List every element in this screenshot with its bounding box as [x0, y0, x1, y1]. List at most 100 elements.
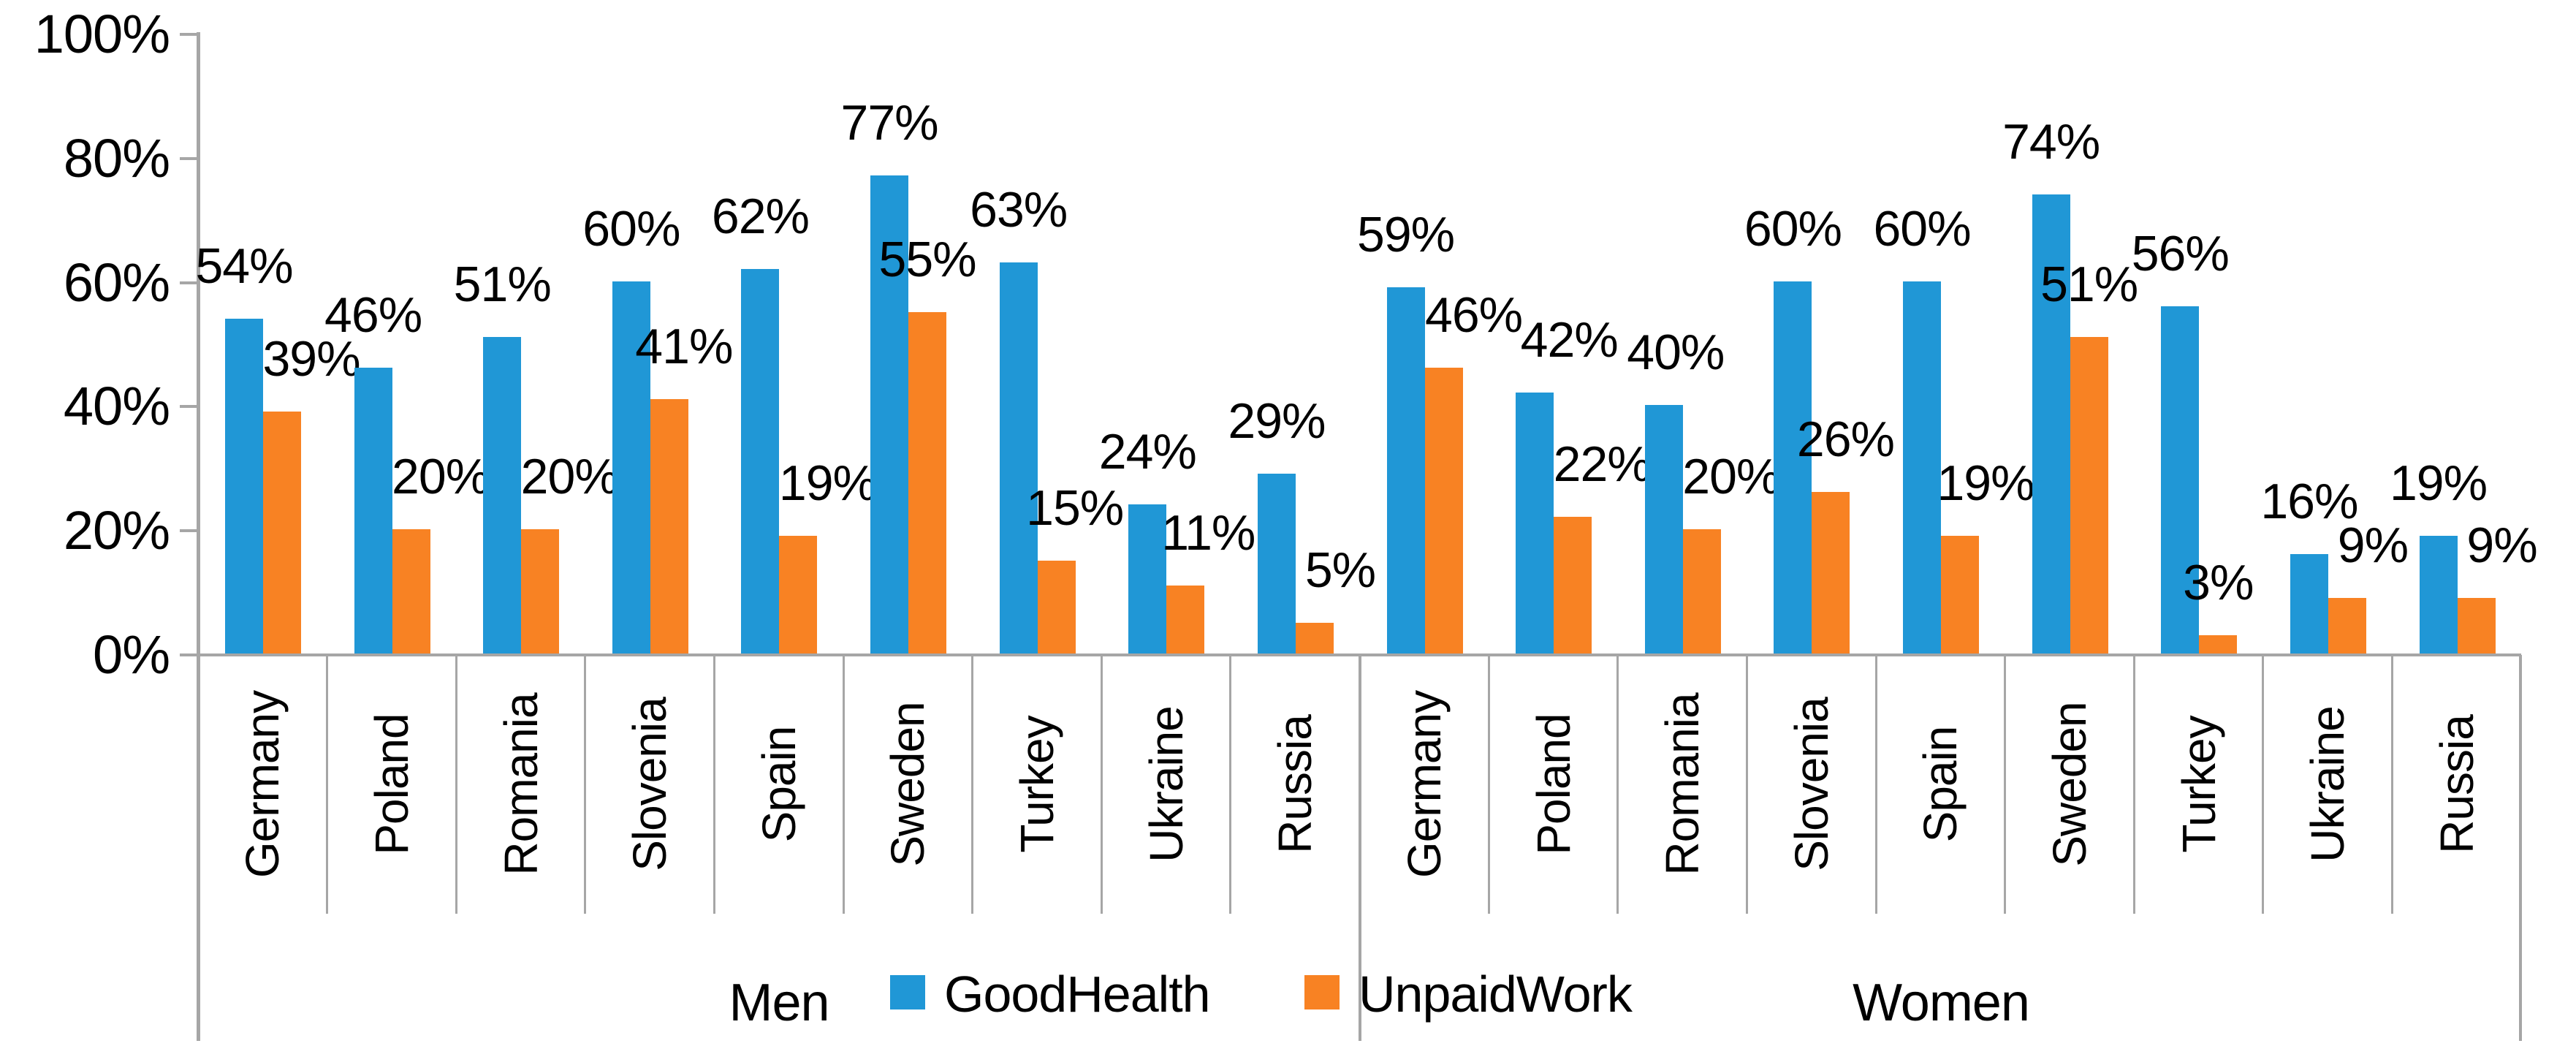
category-label-men-romania: Romania [494, 693, 547, 876]
data-label-goodhealth-women-romania: 40% [1627, 325, 1725, 381]
category-separator-line [971, 655, 974, 914]
y-axis-tick-label: 60% [63, 251, 170, 313]
data-label-unpaidwork-men-slovenia: 41% [635, 318, 733, 374]
data-label-unpaidwork-men-russia: 5% [1304, 542, 1376, 598]
legend-swatch-goodhealth-icon [890, 975, 925, 1009]
bar-goodhealth-men-germany [225, 318, 263, 653]
y-axis-tick-label: 100% [34, 4, 170, 64]
y-axis-tick [180, 529, 199, 533]
category-separator-line [584, 655, 587, 914]
category-label-women-sweden: Sweden [2043, 702, 2096, 867]
category-separator-line [842, 655, 845, 914]
category-separator-line [2004, 655, 2007, 914]
category-label-men-germany: Germany [236, 690, 289, 879]
bar-goodhealth-men-poland [354, 368, 392, 653]
y-axis-tick-label: 0% [93, 624, 170, 685]
data-label-unpaidwork-men-poland: 20% [392, 449, 490, 505]
category-label-women-romania: Romania [1656, 693, 1709, 876]
bar-goodhealth-men-russia [1257, 473, 1296, 653]
data-label-goodhealth-women-germany: 59% [1357, 207, 1455, 263]
bar-goodhealth-women-spain [1903, 281, 1942, 653]
y-axis-tick [180, 281, 199, 284]
data-label-goodhealth-women-turkey: 56% [2131, 225, 2230, 281]
bar-goodhealth-women-russia [2419, 535, 2458, 653]
bar-unpaidwork-men-sweden [908, 312, 947, 653]
y-axis-tick-label: 40% [63, 376, 170, 437]
bar-goodhealth-women-sweden [2032, 194, 2070, 653]
data-label-unpaidwork-women-slovenia: 26% [1796, 412, 1895, 468]
legend-label-unpaidwork: UnpaidWork [1359, 966, 1633, 1023]
bar-unpaidwork-women-romania [1682, 529, 1721, 653]
bar-unpaidwork-men-poland [392, 529, 430, 653]
category-separator-line [713, 655, 715, 914]
category-label-men-turkey: Turkey [1011, 716, 1064, 853]
bar-goodhealth-men-slovenia [612, 281, 650, 653]
bar-unpaidwork-men-slovenia [650, 398, 688, 653]
bar-goodhealth-women-turkey [2161, 306, 2200, 653]
category-label-women-turkey: Turkey [2172, 716, 2225, 853]
category-label-men-spain: Spain [752, 726, 805, 843]
category-separator-line [1100, 655, 1103, 914]
bar-unpaidwork-men-ukraine [1166, 585, 1205, 653]
category-separator-line [455, 655, 457, 914]
bar-unpaidwork-women-sweden [2070, 337, 2108, 653]
bar-goodhealth-men-ukraine [1128, 504, 1167, 653]
category-separator-line [2391, 655, 2394, 914]
y-axis-line [197, 32, 200, 1041]
data-label-unpaidwork-women-spain: 19% [1937, 455, 2034, 511]
data-label-goodhealth-women-slovenia: 60% [1744, 200, 1842, 257]
bar-unpaidwork-men-turkey [1037, 560, 1076, 653]
data-label-unpaidwork-women-sweden: 51% [2040, 257, 2138, 312]
bar-unpaidwork-women-poland [1554, 517, 1592, 653]
bar-unpaidwork-women-germany [1424, 368, 1463, 653]
bar-unpaidwork-women-slovenia [1812, 492, 1850, 653]
bar-goodhealth-women-germany [1386, 287, 1425, 653]
bar-goodhealth-men-sweden [870, 175, 909, 653]
data-label-goodhealth-women-spain: 60% [1873, 200, 1971, 257]
category-separator-line [2262, 655, 2265, 914]
bar-goodhealth-women-romania [1644, 405, 1683, 653]
data-label-goodhealth-men-turkey: 63% [970, 182, 1068, 238]
category-separator-line [2132, 655, 2135, 914]
data-label-goodhealth-men-ukraine: 24% [1098, 424, 1197, 480]
data-label-unpaidwork-women-poland: 22% [1553, 436, 1652, 493]
y-axis-tick [180, 33, 199, 36]
group-label-men: Men [729, 974, 829, 1032]
data-label-unpaidwork-women-romania: 20% [1682, 449, 1780, 505]
bar-unpaidwork-women-turkey [2199, 634, 2238, 653]
group-label-women: Women [1853, 974, 2030, 1032]
category-separator-line [1874, 655, 1877, 914]
legend-label-goodhealth: GoodHealth [944, 966, 1211, 1023]
category-separator-line [1229, 655, 1232, 914]
data-label-goodhealth-men-slovenia: 60% [582, 200, 680, 257]
data-label-goodhealth-men-poland: 46% [324, 287, 422, 344]
data-label-goodhealth-men-russia: 29% [1228, 393, 1326, 449]
y-axis-tick [180, 156, 199, 160]
bar-unpaidwork-women-ukraine [2328, 597, 2366, 653]
data-label-goodhealth-men-germany: 54% [195, 238, 293, 294]
data-label-goodhealth-men-romania: 51% [453, 257, 552, 312]
category-label-women-germany: Germany [1397, 690, 1451, 879]
data-label-unpaidwork-men-ukraine: 11% [1161, 504, 1255, 561]
data-label-unpaidwork-men-sweden: 55% [878, 232, 977, 288]
category-separator-line [326, 655, 329, 914]
category-label-women-russia: Russia [2430, 715, 2483, 854]
x-axis-line [180, 653, 2522, 656]
bar-goodhealth-men-turkey [999, 262, 1038, 653]
bar-unpaidwork-men-russia [1295, 622, 1334, 653]
data-label-goodhealth-women-russia: 19% [2389, 455, 2488, 511]
data-label-goodhealth-women-sweden: 74% [2002, 113, 2100, 170]
category-separator-line [1745, 655, 1748, 914]
legend-swatch-unpaidwork-icon [1304, 975, 1340, 1009]
category-label-women-spain: Spain [1914, 726, 1967, 843]
bar-unpaidwork-women-russia [2457, 597, 2496, 653]
category-separator-line [1487, 655, 1490, 914]
bar-unpaidwork-men-spain [779, 535, 818, 653]
bar-goodhealth-women-slovenia [1774, 281, 1812, 653]
category-label-women-slovenia: Slovenia [1785, 697, 1838, 871]
plot-right-boundary-line [2519, 655, 2523, 1041]
bar-goodhealth-women-poland [1516, 393, 1554, 653]
category-label-men-sweden: Sweden [881, 702, 935, 867]
data-label-goodhealth-women-poland: 42% [1520, 312, 1619, 368]
